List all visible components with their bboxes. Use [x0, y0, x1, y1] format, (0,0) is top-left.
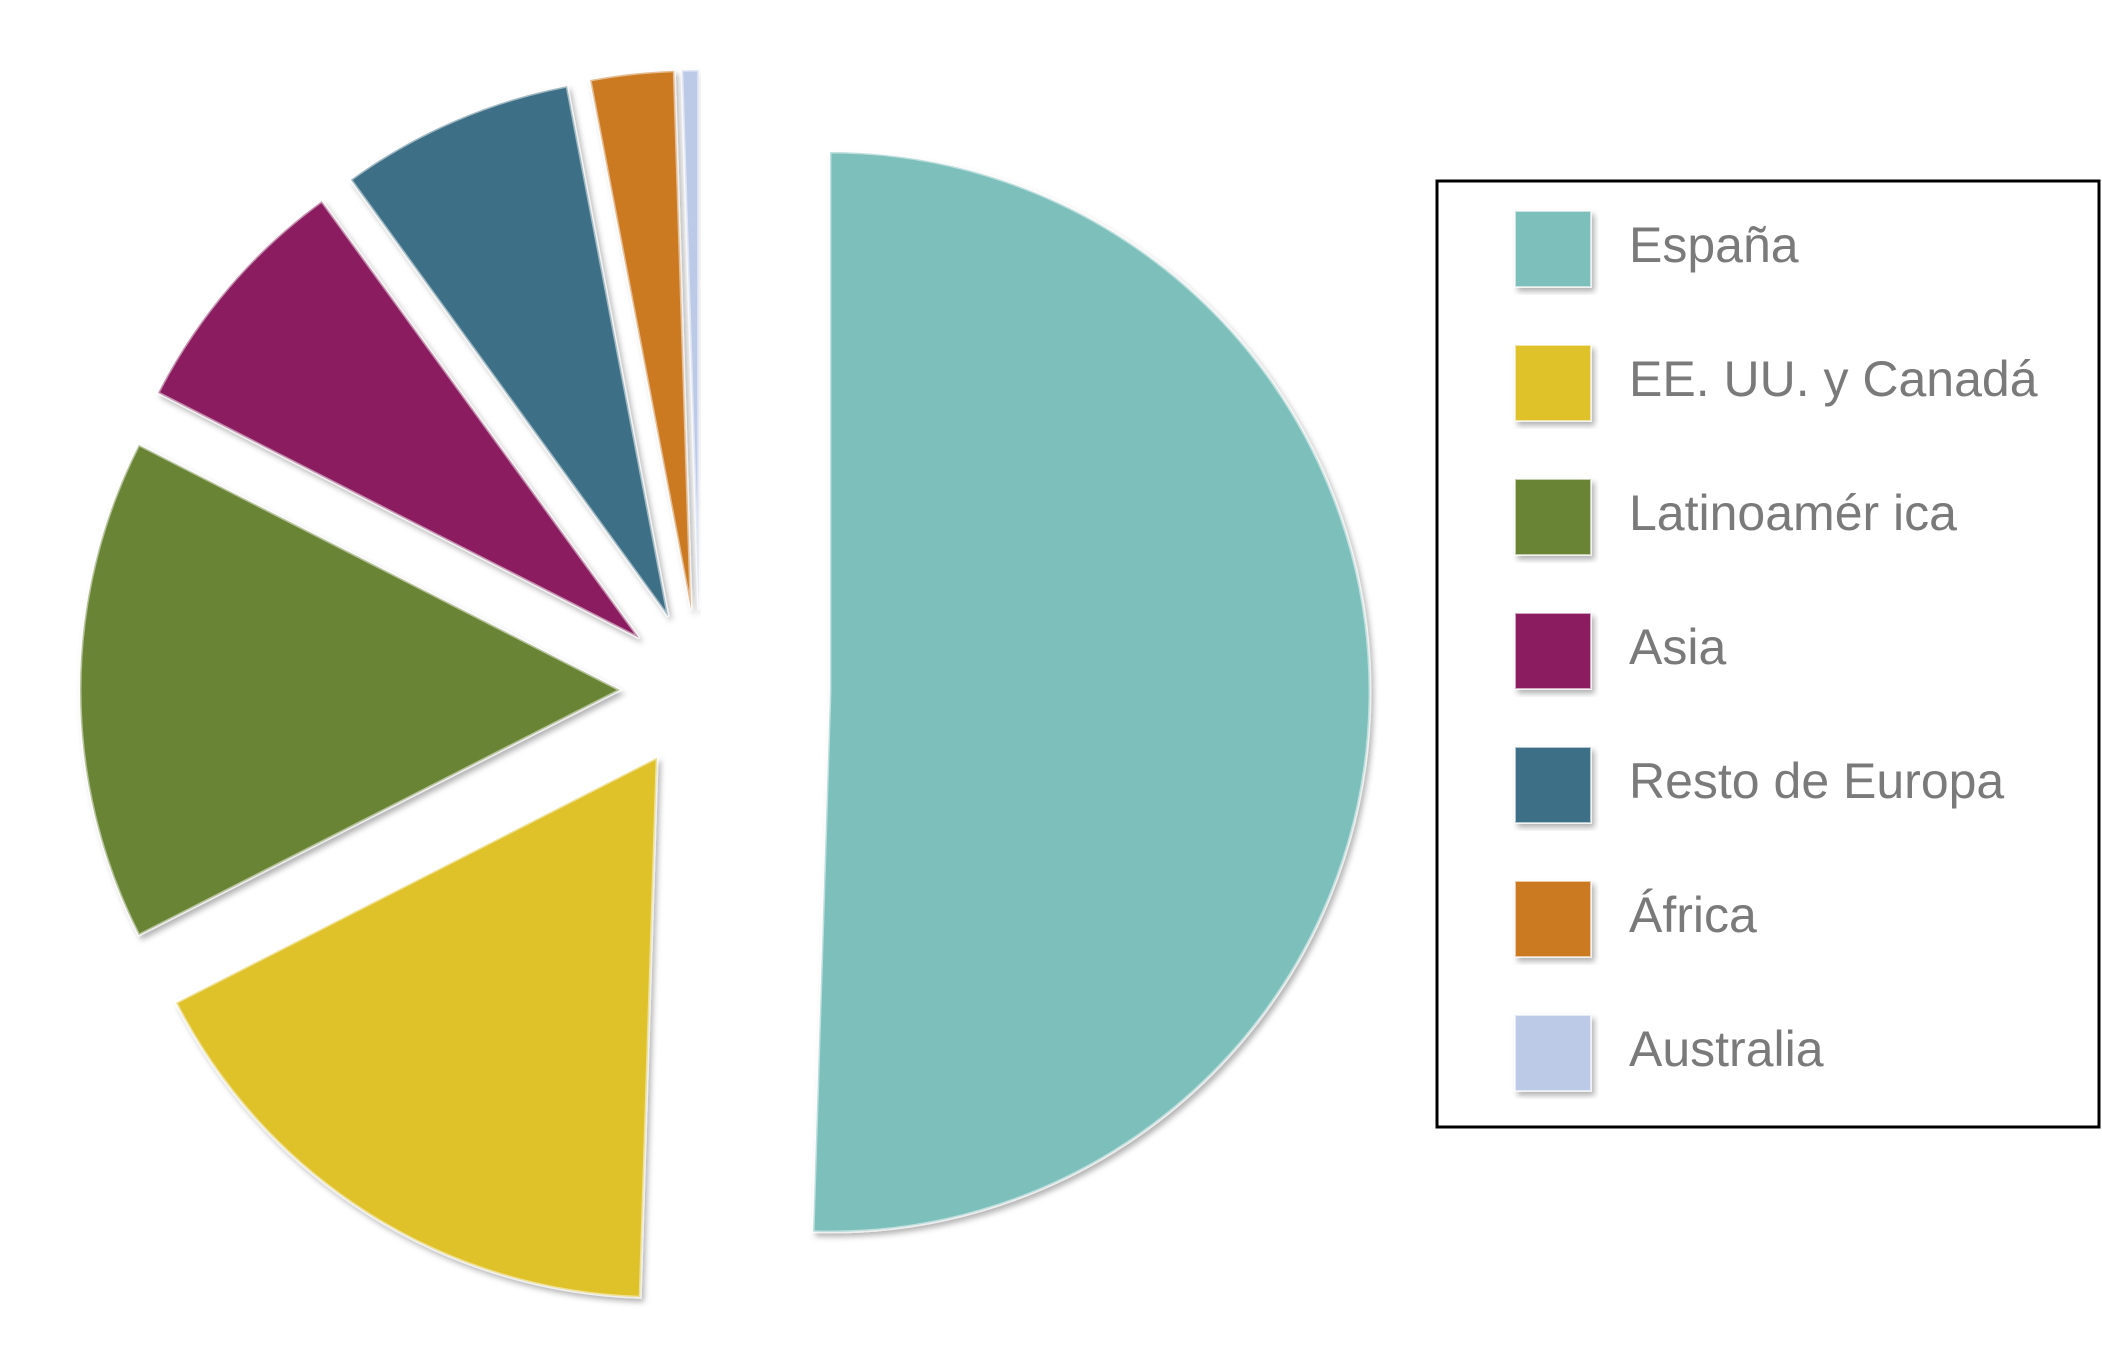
legend-label: África	[1629, 887, 1757, 943]
legend-label: Asia	[1629, 619, 1726, 675]
legend-swatch	[1514, 880, 1592, 958]
legend-swatch	[1514, 344, 1592, 422]
pie-slice	[173, 755, 659, 1299]
legend-swatch	[1514, 746, 1592, 824]
pie-slice	[78, 442, 624, 938]
legend-swatch	[1514, 478, 1592, 556]
legend: España EE. UU. y Canadá Latinoamér ica Asia…	[1514, 210, 2038, 1092]
legend-swatch	[1514, 612, 1592, 690]
legend-label: EE. UU. y Canadá	[1629, 351, 2038, 407]
legend-label: Latinoamér ica	[1629, 485, 1957, 541]
pie-slice	[348, 84, 670, 618]
pie-slice	[680, 68, 701, 611]
legend-swatch	[1514, 1014, 1592, 1092]
legend-label: Resto de Europa	[1629, 753, 2004, 809]
legend-label: Australia	[1629, 1021, 1824, 1077]
legend-swatch	[1514, 210, 1592, 288]
pie-slice	[588, 69, 693, 611]
pie-slice	[811, 150, 1372, 1234]
legend-label: España	[1629, 217, 1799, 273]
pie-slice	[156, 199, 641, 640]
pie	[78, 68, 1372, 1299]
